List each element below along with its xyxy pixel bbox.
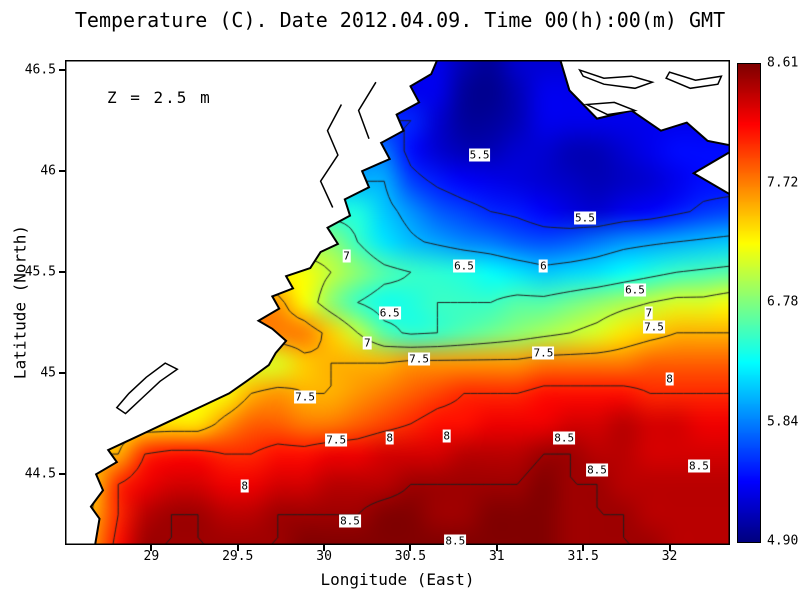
y-axis-label: Latitude (North) bbox=[10, 224, 30, 380]
x-tick-mark bbox=[236, 545, 239, 551]
colorbar-tick-label: 5.84 bbox=[767, 414, 799, 429]
y-tick-label: 46.5 bbox=[24, 62, 56, 78]
x-tick-label: 29.5 bbox=[222, 549, 254, 564]
x-tick-label: 31 bbox=[488, 549, 505, 564]
colorbar: 8.61 7.72 6.78 5.84 4.90 bbox=[737, 56, 799, 549]
x-tick-mark bbox=[323, 545, 326, 551]
coast-outline bbox=[578, 68, 655, 90]
y-tick-label: 44.5 bbox=[24, 466, 56, 482]
colorbar-tick-label: 7.72 bbox=[767, 175, 799, 190]
plot-frame bbox=[65, 60, 730, 545]
coastline-overlay bbox=[65, 60, 730, 545]
y-tick-mark bbox=[59, 170, 65, 173]
figure-title: Temperature (C). Date 2012.04.09. Time 0… bbox=[74, 8, 726, 32]
y-tick-mark bbox=[59, 473, 65, 476]
x-tick-label: 30 bbox=[316, 549, 332, 564]
depth-annotation: Z = 2.5 m bbox=[107, 88, 212, 107]
x-tick-mark bbox=[495, 545, 498, 551]
coast-outline bbox=[319, 104, 343, 208]
colorbar-tick-label: 8.61 bbox=[767, 55, 799, 71]
x-tick-label: 32 bbox=[661, 549, 678, 564]
y-tick-label: 45 bbox=[40, 365, 56, 381]
colorbar-tick-label: 6.78 bbox=[767, 294, 799, 310]
coast-outline bbox=[583, 101, 638, 116]
plot-area: 5.5 5.5 7 6.5 6 6.5 7 7.5 6.5 7 7.5 7.5 8 7.5 7.5 8 8 8.5… bbox=[65, 60, 730, 548]
colorbar-tick-label: 4.90 bbox=[767, 533, 799, 549]
y-tick-mark bbox=[59, 271, 65, 274]
x-tick-label: 29 bbox=[143, 549, 160, 564]
coast-outline bbox=[115, 362, 179, 415]
y-tick-mark bbox=[59, 372, 65, 375]
x-tick-label: 31.5 bbox=[567, 549, 599, 564]
colorbar-gradient-canvas bbox=[737, 63, 761, 543]
y-tick-label: 45.5 bbox=[24, 264, 56, 280]
x-tick-mark bbox=[409, 545, 412, 551]
coast-outline bbox=[665, 71, 723, 90]
x-tick-mark bbox=[150, 545, 153, 551]
y-tick-label: 46 bbox=[40, 163, 56, 179]
land-mass bbox=[65, 60, 439, 545]
x-tick-mark bbox=[668, 545, 671, 551]
x-tick-mark bbox=[582, 545, 585, 551]
x-tick-label: 30.5 bbox=[394, 549, 427, 564]
land-mass bbox=[691, 150, 730, 196]
y-tick-mark bbox=[59, 69, 65, 72]
coast-outline bbox=[357, 81, 377, 140]
x-axis-label: Longitude (East) bbox=[320, 570, 475, 589]
